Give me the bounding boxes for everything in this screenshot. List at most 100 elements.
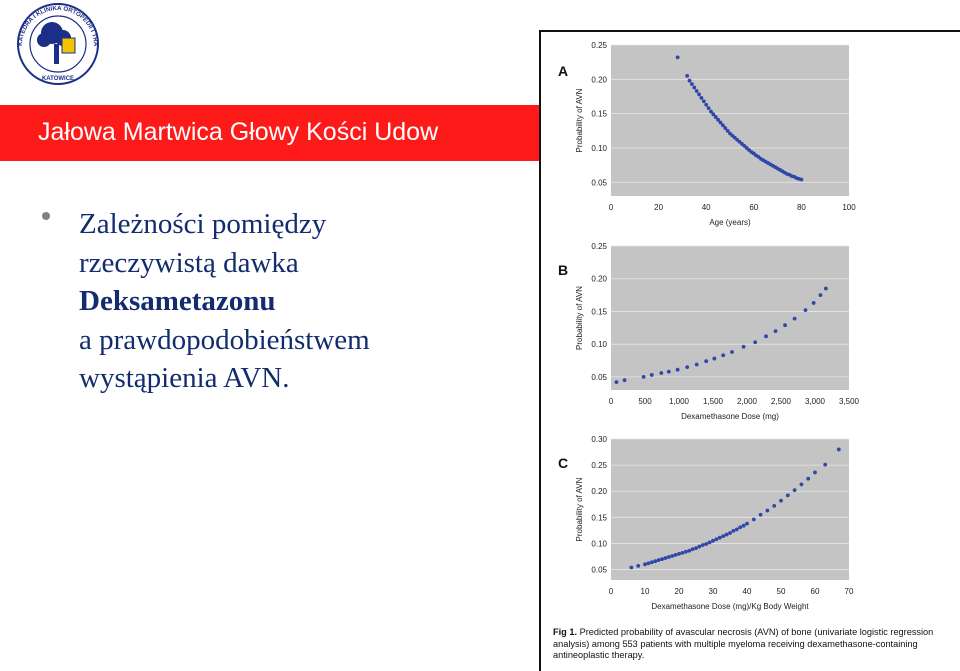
ytick-label-c-3: 0.20 — [591, 487, 607, 496]
data-point-b-0 — [614, 380, 619, 385]
data-point-c-29 — [734, 527, 739, 532]
data-point-c-1 — [636, 564, 641, 568]
data-point-c-15 — [687, 548, 692, 553]
plot-area-a — [611, 45, 849, 196]
xtick-label-a-0: 0 — [609, 203, 614, 212]
data-point-c-26 — [724, 532, 729, 537]
bullet-line-4: a prawdopodobieństwem — [79, 323, 370, 356]
panel-letter-b: B — [558, 262, 568, 278]
bullet-text: Zależności pomiędzy rzeczywistą dawka De… — [79, 205, 519, 398]
bullet-line-5: wystąpienia AVN. — [79, 362, 290, 394]
ylabel-c: Probability of AVN — [575, 477, 584, 541]
xtick-label-a-3: 60 — [749, 203, 758, 212]
xlabel-a: Age (years) — [709, 218, 751, 227]
data-point-a-2 — [687, 78, 692, 83]
data-point-a-3 — [690, 82, 694, 87]
data-point-c-8 — [663, 556, 668, 560]
data-point-b-6 — [675, 367, 680, 372]
data-point-c-10 — [670, 554, 675, 558]
clinic-logo: KATEDRA I KLINIKA ORTOPEDII I TRAUMATOLO… — [8, 0, 99, 85]
xtick-label-b-0: 0 — [609, 397, 614, 406]
data-point-c-19 — [700, 543, 705, 547]
data-point-b-17 — [783, 323, 787, 328]
bullet-line-1: Zależności pomiędzy — [79, 208, 327, 240]
ytick-label-b-0: 0.05 — [591, 373, 607, 382]
data-point-b-2 — [641, 375, 646, 379]
data-point-c-41 — [806, 476, 811, 481]
data-point-c-17 — [694, 546, 698, 551]
data-point-b-4 — [659, 371, 664, 375]
data-point-b-7 — [685, 365, 690, 369]
plot-area-b — [611, 246, 849, 390]
data-point-c-37 — [779, 498, 783, 503]
ylabel-b: Probability of AVN — [575, 286, 584, 350]
data-point-b-9 — [704, 359, 709, 364]
panel-letter-c: C — [558, 455, 568, 471]
data-point-c-21 — [707, 540, 712, 545]
data-point-c-28 — [731, 529, 736, 533]
ytick-label-c-4: 0.25 — [591, 461, 607, 470]
xtick-label-c-1: 10 — [641, 587, 650, 596]
data-point-b-10 — [712, 356, 717, 361]
slide-title: Jałowa Martwica Głowy Kości Udow — [38, 118, 439, 146]
data-point-b-8 — [694, 362, 699, 367]
ytick-label-c-0: 0.05 — [591, 566, 607, 575]
data-point-c-16 — [690, 547, 695, 552]
data-point-a-16 — [720, 123, 725, 128]
xtick-label-a-5: 100 — [842, 203, 856, 212]
data-point-c-6 — [656, 558, 661, 563]
xtick-label-b-1: 500 — [638, 397, 652, 406]
xtick-label-b-4: 2,000 — [737, 397, 758, 406]
data-point-a-10 — [706, 106, 711, 111]
bullet-dot-icon — [42, 212, 50, 220]
xtick-label-c-3: 30 — [709, 587, 718, 596]
xtick-label-c-4: 40 — [743, 587, 752, 596]
data-point-c-11 — [673, 553, 678, 557]
bullet-line-3: Deksametazonu — [79, 285, 276, 317]
data-point-a-12 — [711, 112, 716, 117]
data-point-c-20 — [704, 542, 709, 546]
ytick-label-b-3: 0.20 — [591, 275, 607, 284]
ytick-label-b-2: 0.15 — [591, 307, 607, 316]
ytick-label-c-5: 0.30 — [591, 435, 607, 444]
data-point-c-5 — [653, 559, 658, 564]
ytick-label-a-2: 0.15 — [591, 110, 607, 119]
data-point-a-49 — [799, 177, 804, 182]
data-point-c-25 — [721, 534, 726, 539]
data-point-b-21 — [818, 293, 823, 297]
bullet-line-2: rzeczywistą dawka — [79, 246, 299, 279]
data-point-c-13 — [680, 550, 685, 555]
data-point-c-18 — [697, 544, 702, 549]
xtick-label-a-4: 80 — [797, 203, 806, 212]
data-point-c-7 — [660, 557, 664, 562]
xtick-label-b-3: 1,500 — [703, 397, 724, 406]
data-point-b-18 — [792, 316, 797, 321]
panel-letter-a: A — [558, 63, 568, 79]
ytick-label-b-4: 0.25 — [591, 242, 607, 251]
data-point-b-16 — [773, 329, 778, 333]
data-point-a-14 — [716, 117, 720, 122]
ytick-label-b-1: 0.10 — [591, 340, 607, 349]
data-point-c-39 — [792, 488, 797, 493]
data-point-c-27 — [728, 531, 732, 535]
xtick-label-a-1: 20 — [654, 203, 663, 212]
data-point-b-19 — [803, 308, 808, 313]
data-point-a-15 — [718, 120, 723, 125]
data-point-c-4 — [649, 560, 654, 565]
data-point-b-12 — [730, 350, 734, 354]
data-point-b-13 — [741, 344, 746, 349]
figure-caption: Fig 1. Predicted probability of avascula… — [553, 627, 959, 662]
caption-lead: Fig 1. — [553, 627, 577, 637]
xtick-label-a-2: 40 — [702, 203, 711, 212]
caption-text: Predicted probability of avascular necro… — [553, 627, 934, 661]
data-point-a-5 — [694, 89, 699, 93]
data-point-b-5 — [666, 369, 671, 374]
ytick-label-c-2: 0.15 — [591, 513, 607, 522]
data-point-c-31 — [741, 523, 746, 528]
ytick-label-c-1: 0.10 — [591, 539, 607, 548]
xtick-label-b-2: 1,000 — [669, 397, 690, 406]
data-point-c-3 — [646, 561, 651, 566]
data-point-c-32 — [745, 521, 749, 526]
data-point-c-33 — [751, 517, 756, 522]
